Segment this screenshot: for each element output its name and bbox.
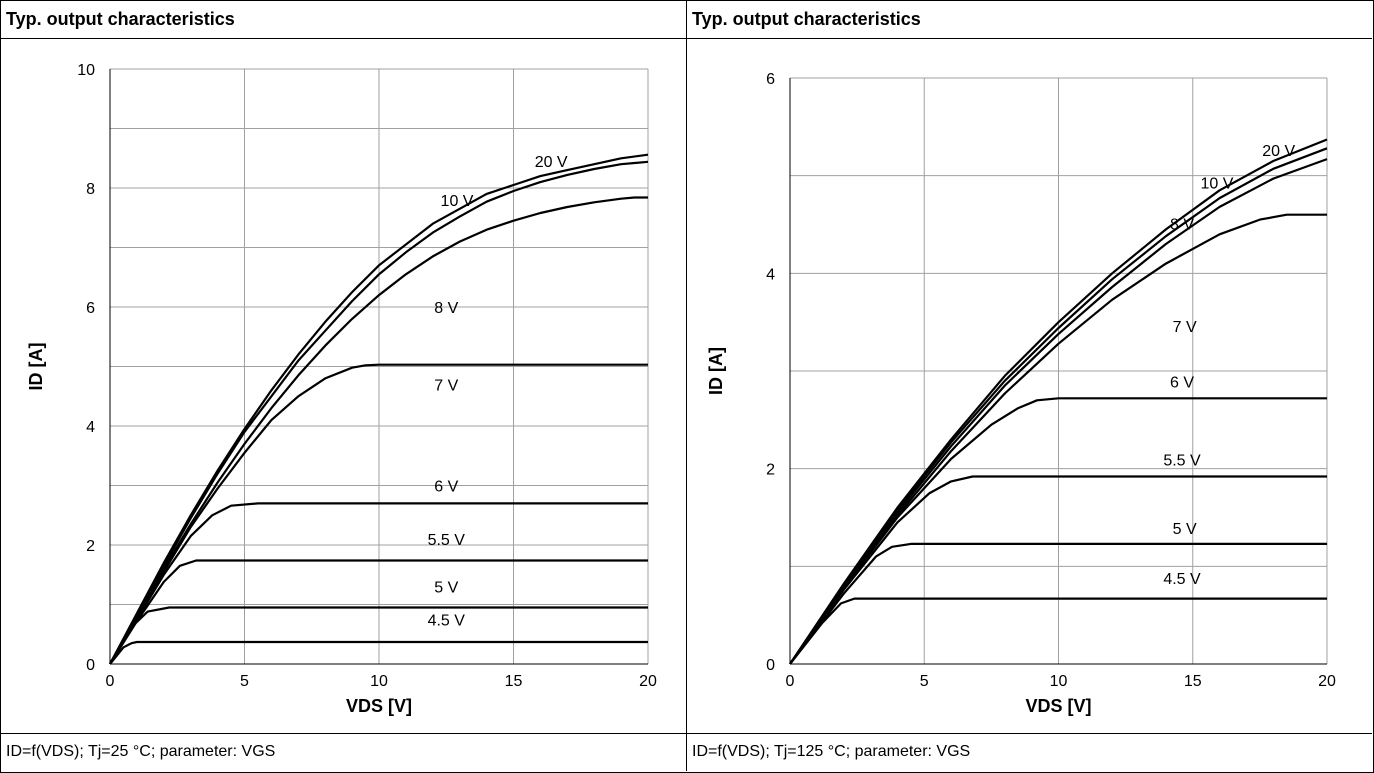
c0-curve-label-3: 7 V	[434, 377, 458, 394]
c0-y-tick-label-5: 10	[77, 62, 95, 79]
c1-x-tick-label-1: 5	[920, 673, 929, 690]
c1-y-tick-label-3: 6	[766, 71, 775, 88]
title-rule	[0, 38, 1372, 39]
caption-left: ID=f(VDS); Tj=25 °C; parameter: VGS	[6, 743, 275, 761]
c0-curve-label-6: 5 V	[434, 580, 458, 597]
c0-series-line-5	[109, 559, 648, 665]
c1-y-axis-label: ID [A]	[706, 347, 726, 395]
c0-series-line-2	[109, 196, 648, 665]
caption-text-right: ID=f(VDS); Tj=125 °C; parameter: VGS	[692, 743, 971, 760]
c1-x-tick-label-2: 10	[1050, 673, 1068, 690]
c0-x-tick-label-4: 20	[639, 673, 657, 690]
c0-x-tick-label-2: 10	[370, 673, 388, 690]
c1-series-line-1	[789, 147, 1328, 665]
c0-y-tick-label-0: 0	[86, 657, 95, 674]
c1-curve-label-3: 7 V	[1173, 319, 1197, 336]
c0-y-tick-label-3: 6	[86, 300, 95, 317]
c1-x-axis-label: VDS [V]	[1025, 696, 1091, 716]
chart-title-left: Typ. output characteristics	[6, 9, 235, 29]
c0-x-axis-label: VDS [V]	[346, 696, 412, 716]
c0-series-line-7	[109, 640, 648, 665]
c0-x-tick-label-3: 15	[505, 673, 523, 690]
c0-curve-label-1: 10 V	[441, 193, 474, 210]
c0-curve-label-7: 4.5 V	[428, 612, 466, 629]
caption-right: ID=f(VDS); Tj=125 °C; parameter: VGS	[692, 743, 970, 761]
c1-series-line-3	[789, 213, 1327, 665]
c1-x-tick-label-4: 20	[1318, 673, 1336, 690]
c0-y-tick-label-1: 2	[86, 538, 95, 555]
caption-text-left: ID=f(VDS); Tj=25 °C; parameter: VGS	[6, 743, 276, 760]
c1-curve-label-5: 5.5 V	[1163, 453, 1201, 470]
c0-curve-label-0: 20 V	[535, 154, 568, 171]
c1-curve-label-6: 5 V	[1173, 521, 1197, 538]
c1-x-tick-label-3: 15	[1184, 673, 1202, 690]
c1-y-tick-label-0: 0	[766, 657, 775, 674]
c1-series-line-6	[789, 542, 1327, 665]
c0-x-tick-label-0: 0	[106, 673, 115, 690]
panel-divider	[686, 0, 687, 771]
c1-curve-label-4: 6 V	[1170, 375, 1194, 392]
c0-y-tick-label-2: 4	[86, 419, 95, 436]
c1-curve-label-1: 10 V	[1200, 175, 1233, 192]
chart-title-right: Typ. output characteristics	[692, 9, 921, 29]
c0-x-tick-label-1: 5	[240, 673, 249, 690]
c0-series-line-0	[109, 153, 649, 665]
caption-rule	[0, 733, 1372, 734]
c1-x-tick-label-0: 0	[786, 673, 795, 690]
c1-series-line-5	[789, 475, 1327, 665]
c0-series-line-4	[109, 502, 648, 665]
c0-y-axis-label: ID [A]	[26, 343, 46, 391]
c1-y-tick-label-2: 4	[766, 266, 775, 283]
c0-y-tick-label-4: 8	[86, 181, 95, 198]
c1-curve-label-7: 4.5 V	[1163, 571, 1201, 588]
c1-curve-label-2: 8 V	[1170, 216, 1194, 233]
c0-series-line-6	[109, 606, 648, 665]
c1-y-tick-label-1: 2	[766, 462, 775, 479]
c0-series-line-3	[109, 363, 648, 665]
c0-curve-label-4: 6 V	[434, 478, 458, 495]
c1-series-line-2	[789, 158, 1328, 665]
c0-series-line-1	[109, 160, 649, 665]
c1-series-line-4	[789, 397, 1327, 665]
c0-curve-label-2: 8 V	[434, 300, 458, 317]
c0-curve-label-5: 5.5 V	[428, 532, 466, 549]
c1-curve-label-0: 20 V	[1262, 143, 1295, 160]
c1-series-line-7	[789, 597, 1327, 665]
